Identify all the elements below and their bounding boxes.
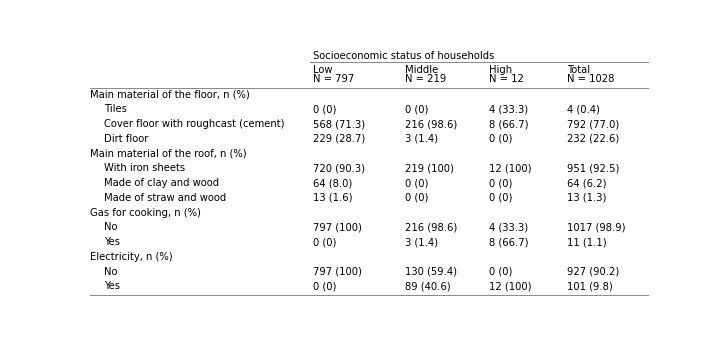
Text: 1017 (98.9): 1017 (98.9): [567, 222, 626, 232]
Text: 797 (100): 797 (100): [313, 222, 362, 232]
Text: N = 219: N = 219: [405, 74, 446, 84]
Text: 0 (0): 0 (0): [313, 104, 336, 114]
Text: Yes: Yes: [104, 281, 120, 291]
Text: Middle: Middle: [405, 65, 438, 75]
Text: 0 (0): 0 (0): [489, 134, 513, 144]
Text: 216 (98.6): 216 (98.6): [405, 222, 457, 232]
Text: Socioeconomic status of households: Socioeconomic status of households: [313, 51, 495, 61]
Text: 4 (0.4): 4 (0.4): [567, 104, 600, 114]
Text: No: No: [104, 222, 117, 232]
Text: 927 (90.2): 927 (90.2): [567, 267, 619, 277]
Text: 89 (40.6): 89 (40.6): [405, 281, 451, 291]
Text: Electricity, n (%): Electricity, n (%): [90, 252, 173, 262]
Text: 12 (100): 12 (100): [489, 163, 531, 173]
Text: 101 (9.8): 101 (9.8): [567, 281, 613, 291]
Text: Main material of the roof, n (%): Main material of the roof, n (%): [90, 149, 247, 159]
Text: 229 (28.7): 229 (28.7): [313, 134, 366, 144]
Text: N = 797: N = 797: [313, 74, 354, 84]
Text: Gas for cooking, n (%): Gas for cooking, n (%): [90, 208, 201, 218]
Text: Dirt floor: Dirt floor: [104, 134, 148, 144]
Text: 797 (100): 797 (100): [313, 267, 362, 277]
Text: 13 (1.3): 13 (1.3): [567, 193, 606, 203]
Text: Total: Total: [567, 65, 590, 75]
Text: 13 (1.6): 13 (1.6): [313, 193, 353, 203]
Text: 216 (98.6): 216 (98.6): [405, 119, 457, 129]
Text: 0 (0): 0 (0): [313, 281, 336, 291]
Text: No: No: [104, 267, 117, 277]
Text: 8 (66.7): 8 (66.7): [489, 237, 528, 247]
Text: Made of clay and wood: Made of clay and wood: [104, 178, 219, 188]
Text: Tiles: Tiles: [104, 104, 127, 114]
Text: 4 (33.3): 4 (33.3): [489, 222, 528, 232]
Text: 0 (0): 0 (0): [489, 267, 513, 277]
Text: 12 (100): 12 (100): [489, 281, 531, 291]
Text: 568 (71.3): 568 (71.3): [313, 119, 365, 129]
Text: 232 (22.6): 232 (22.6): [567, 134, 619, 144]
Text: 3 (1.4): 3 (1.4): [405, 134, 438, 144]
Text: 951 (92.5): 951 (92.5): [567, 163, 619, 173]
Text: N = 1028: N = 1028: [567, 74, 614, 84]
Text: High: High: [489, 65, 512, 75]
Text: N = 12: N = 12: [489, 74, 524, 84]
Text: 64 (8.0): 64 (8.0): [313, 178, 353, 188]
Text: 0 (0): 0 (0): [405, 193, 428, 203]
Text: 130 (59.4): 130 (59.4): [405, 267, 457, 277]
Text: 0 (0): 0 (0): [489, 193, 513, 203]
Text: 8 (66.7): 8 (66.7): [489, 119, 528, 129]
Text: 792 (77.0): 792 (77.0): [567, 119, 619, 129]
Text: Cover floor with roughcast (cement): Cover floor with roughcast (cement): [104, 119, 284, 129]
Text: 720 (90.3): 720 (90.3): [313, 163, 365, 173]
Text: 0 (0): 0 (0): [405, 104, 428, 114]
Text: 219 (100): 219 (100): [405, 163, 454, 173]
Text: Main material of the floor, n (%): Main material of the floor, n (%): [90, 90, 250, 100]
Text: Made of straw and wood: Made of straw and wood: [104, 193, 226, 203]
Text: 4 (33.3): 4 (33.3): [489, 104, 528, 114]
Text: 0 (0): 0 (0): [405, 178, 428, 188]
Text: Yes: Yes: [104, 237, 120, 247]
Text: 64 (6.2): 64 (6.2): [567, 178, 606, 188]
Text: 11 (1.1): 11 (1.1): [567, 237, 607, 247]
Text: Low: Low: [313, 65, 333, 75]
Text: 3 (1.4): 3 (1.4): [405, 237, 438, 247]
Text: 0 (0): 0 (0): [313, 237, 336, 247]
Text: 0 (0): 0 (0): [489, 178, 513, 188]
Text: With iron sheets: With iron sheets: [104, 163, 185, 173]
